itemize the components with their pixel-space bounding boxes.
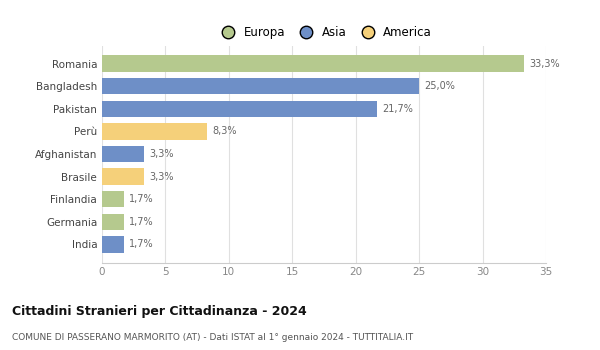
Bar xyxy=(102,100,377,117)
Text: COMUNE DI PASSERANO MARMORITO (AT) - Dati ISTAT al 1° gennaio 2024 - TUTTITALIA.: COMUNE DI PASSERANO MARMORITO (AT) - Dat… xyxy=(12,332,413,342)
Text: Cittadini Stranieri per Cittadinanza - 2024: Cittadini Stranieri per Cittadinanza - 2… xyxy=(12,304,307,317)
Bar xyxy=(102,236,124,253)
Bar xyxy=(102,191,124,208)
Text: 33,3%: 33,3% xyxy=(530,58,560,69)
Text: 3,3%: 3,3% xyxy=(149,149,173,159)
Text: 21,7%: 21,7% xyxy=(382,104,413,114)
Text: 8,3%: 8,3% xyxy=(212,126,237,136)
Bar xyxy=(102,55,524,72)
Text: 1,7%: 1,7% xyxy=(128,194,153,204)
Bar xyxy=(102,146,144,162)
Text: 25,0%: 25,0% xyxy=(424,81,455,91)
Bar xyxy=(102,214,124,230)
Text: 1,7%: 1,7% xyxy=(128,217,153,227)
Text: 1,7%: 1,7% xyxy=(128,239,153,250)
Bar xyxy=(102,168,144,185)
Legend: Europa, Asia, America: Europa, Asia, America xyxy=(212,21,436,43)
Bar xyxy=(102,78,419,94)
Text: 3,3%: 3,3% xyxy=(149,172,173,182)
Bar xyxy=(102,123,207,140)
